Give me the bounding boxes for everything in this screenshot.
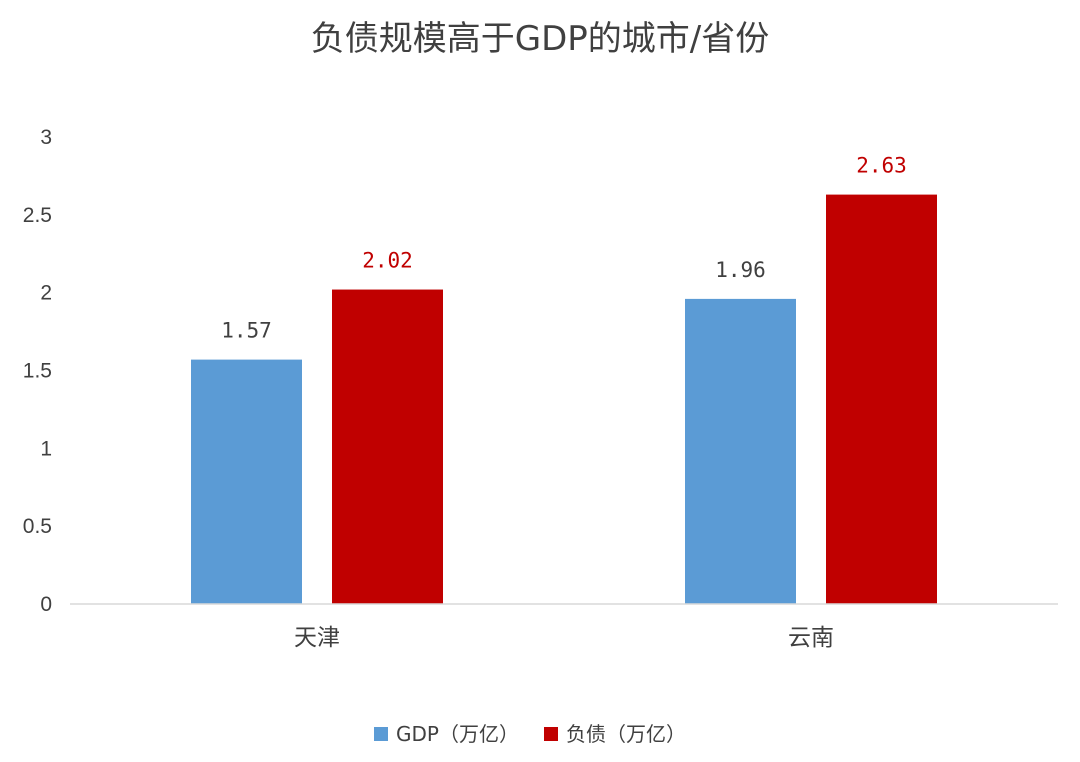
- y-tick-label: 2: [40, 282, 52, 305]
- y-tick-label: 2.5: [23, 204, 52, 227]
- y-tick-label: 0.5: [23, 515, 52, 538]
- y-tick-label: 0: [40, 593, 52, 616]
- chart-title: 负债规模高于GDP的城市/省份: [311, 19, 770, 59]
- y-tick-label: 1.5: [23, 360, 52, 383]
- legend-item-gdp[interactable]: GDP（万亿）: [374, 722, 519, 746]
- data-label: 1.57: [221, 319, 272, 343]
- x-category-label: 云南: [788, 625, 834, 651]
- legend-item-debt[interactable]: 负债（万亿）: [544, 722, 686, 746]
- legend-swatch: [544, 727, 558, 741]
- data-label: 2.02: [362, 249, 413, 273]
- y-tick-label: 3: [40, 126, 52, 149]
- legend-swatch: [374, 727, 388, 741]
- y-tick-label: 1: [40, 437, 52, 460]
- legend[interactable]: GDP（万亿） 负债（万亿）: [374, 722, 686, 746]
- bar-gdp-1: [685, 298, 796, 604]
- x-category-label: 天津: [294, 625, 340, 651]
- legend-label: 负债（万亿）: [566, 722, 686, 746]
- y-axis: 0 0.5 1 1.5 2 2.5 3: [23, 126, 52, 616]
- bar-gdp-0: [191, 359, 302, 604]
- data-label: 1.96: [715, 258, 766, 282]
- data-label: 2.63: [856, 154, 907, 178]
- plot-area: 1.57 2.02 1.96 2.63: [191, 154, 937, 604]
- bar-debt-0: [332, 289, 443, 604]
- legend-label: GDP（万亿）: [396, 722, 519, 746]
- bar-debt-1: [826, 194, 937, 604]
- x-axis: 天津 云南: [294, 625, 834, 651]
